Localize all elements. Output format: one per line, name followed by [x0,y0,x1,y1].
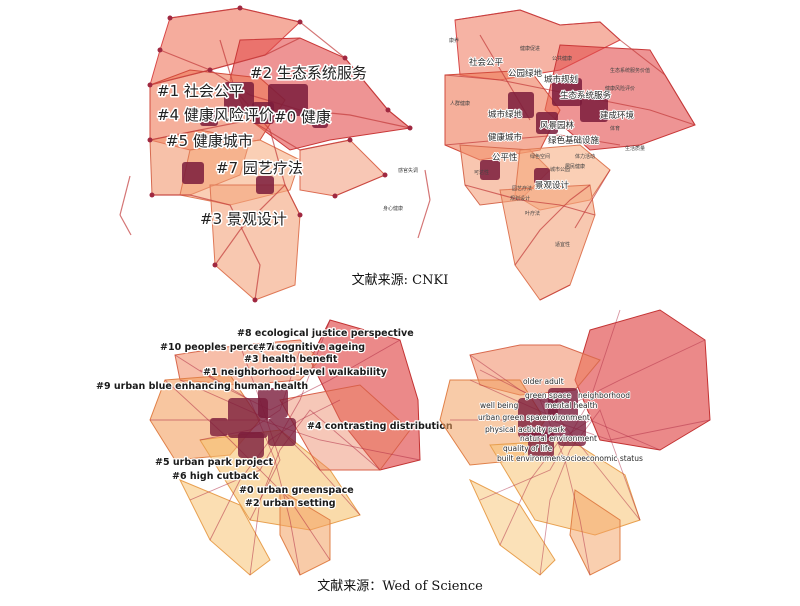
wos-cluster-label: #7 cognitive ageing [258,342,365,353]
keyword-label: 健康风险评价 [605,85,635,92]
wos-cluster-labels: #8 ecological justice perspective #10 pe… [95,327,454,511]
keyword-label: 可达性 [474,169,489,176]
keyword-label: 健康城市 [488,132,523,143]
keyword-label: natural environment [520,434,597,443]
keyword-label: 康养 [449,37,459,44]
cnki-network-edges [119,7,431,301]
keyword-label: 人群健康 [450,100,470,107]
keyword-label: 社会公平 [469,57,504,68]
wos-caption: 文献来源：Wed of Science [317,579,483,594]
wos-cluster-label: #0 urban greenspace [239,485,354,496]
keyword-label: 城市绿地 [488,109,523,120]
wos-keyword-labels: older adult neighborhood well being ment… [477,376,644,464]
keyword-label: 风景园林 [540,120,575,131]
wos-cluster-label: #10 peoples perception [160,342,288,353]
cnki-cluster-label-4: #4 健康风险评价 [157,106,274,124]
wos-keyword-hubs [518,388,586,458]
keyword-label: 城市规划 [544,74,578,85]
cnki-keyword-hubs [480,78,608,184]
wos-cluster-label: #3 health benefit [244,354,338,365]
keyword-label: 景观设计 [535,180,570,191]
cnki-cluster-label-1: #1 社会公平 [157,82,244,100]
keyword-label: 公园绿地 [508,68,543,79]
wos-cluster-label: #6 high cutback [172,471,260,482]
keyword-label: green space [525,391,571,400]
cnki-cluster-hulls [149,7,412,301]
wos-cluster-label: #4 contrasting distribution [307,421,453,432]
keyword-label: 公平性 [492,152,518,163]
keyword-label: 叶疗法 [525,210,540,217]
cnki-keyword-panel: 社会公平 公园绿地 城市规划 生态系统服务 城市绿地 风景园林 建成环境 人群健… [444,9,696,301]
cnki-cluster-panel: #2 生态系统服务 #1 社会公平 #4 健康风险评价 #0 健康 #5 健康城… [119,5,431,303]
cnki-cluster-label-5: #5 健康城市 [166,132,253,150]
wos-cluster-label: #2 urban setting [245,498,336,509]
keyword-label: urban green space [478,413,549,422]
cnki-cluster-label-2: #2 生态系统服务 [250,64,367,82]
cnki-cluster-label-7: #7 园艺疗法 [216,159,303,177]
cnki-caption: 文献来源: CNKI [352,273,449,288]
cnki-keyword-labels: 社会公平 公园绿地 城市规划 生态系统服务 城市绿地 风景园林 建成环境 人群健… [449,37,650,248]
keyword-label: 体力活动 [575,153,595,160]
keyword-label: 生态系统服务 [560,90,612,101]
keyword-label: quality of life [503,444,552,453]
keyword-label: environment [542,413,590,422]
wos-cluster-label: #8 ecological justice perspective [237,328,414,339]
cnki-cluster-label-0: #0 健康 [274,108,331,126]
keyword-label: built environment [497,454,564,463]
keyword-label: park [548,425,565,434]
cnki-nodes [147,5,413,303]
keyword-label: neighborhood [578,391,630,400]
keyword-label: 城市公园 [550,166,570,173]
cnki-side-label: 身心健康 [383,205,403,212]
keyword-label: mental health [545,401,598,410]
wos-keyword-panel: older adult neighborhood well being ment… [439,309,711,576]
cnki-cluster-label-3: #3 景观设计 [200,210,287,228]
keyword-label: socioeconomic status [562,454,643,463]
keyword-label: older adult [523,377,564,386]
keyword-label: 生活质量 [625,145,645,152]
keyword-label: 建成环境 [600,110,635,121]
keyword-label: well being [480,401,519,410]
keyword-label: 园艺疗法 [512,185,532,192]
keyword-label: 健康促进 [520,45,540,52]
keyword-label: physical activity [485,425,546,434]
keyword-label: 体育 [610,125,620,132]
wos-cluster-label: #9 urban blue enhancing human health [96,381,308,392]
wos-hub-nodes [210,388,296,458]
keyword-label: 绿色基础设施 [548,135,600,146]
wos-cluster-panel: #8 ecological justice perspective #10 pe… [95,319,454,576]
keyword-label: 生态系统服务价值 [610,67,650,74]
keyword-label: 规划设计 [510,195,530,202]
wos-cluster-label: #5 urban park project [155,457,273,468]
wos-cluster-label: #1 neighborhood-level walkability [203,367,388,378]
keyword-label: 绿色空间 [530,153,550,160]
keyword-label: 居民健康 [565,163,585,170]
cnki-hub-nodes [182,82,328,194]
keyword-label: 公共健康 [552,55,572,62]
cnki-side-label: 感官失调 [398,167,418,174]
keyword-label: 适宜性 [555,241,570,248]
cnki-keyword-hulls [444,9,696,301]
